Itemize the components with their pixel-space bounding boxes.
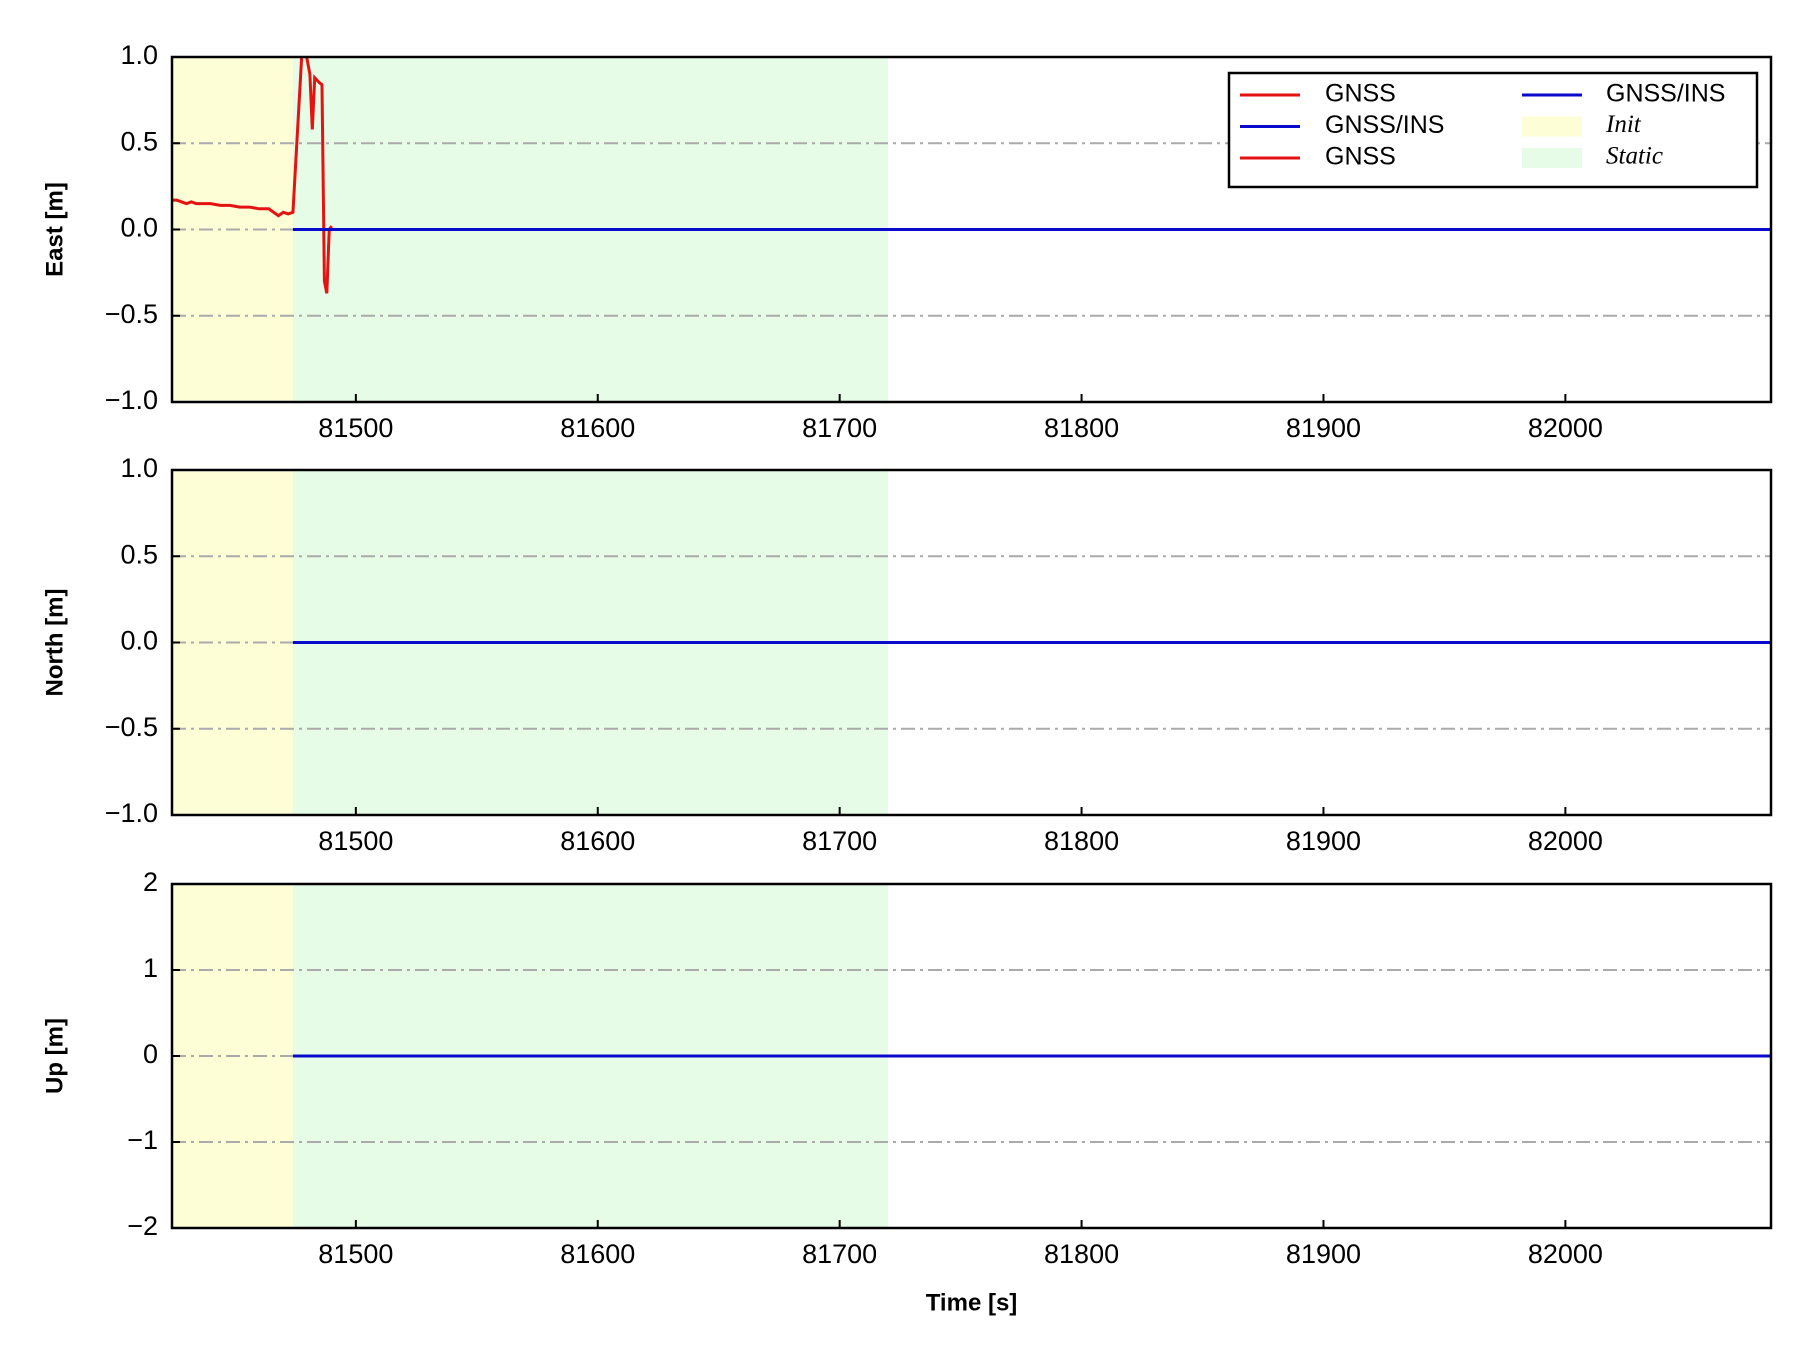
x-tick-label: 81800 [1044, 826, 1119, 856]
subplot: −1.0 −0.5 0.0 0.5 1.0 81500 81600 81700 81800 819… [41, 453, 1773, 856]
plot-frame [170, 882, 1773, 1230]
y-tick-label: −0.5 [105, 712, 158, 742]
x-tick-label: 81500 [318, 1239, 393, 1269]
y-tick-label: 0.5 [120, 539, 158, 569]
x-tick-label: 81900 [1286, 826, 1361, 856]
y-tick-label: −1.0 [105, 798, 158, 828]
y-tick-label: 2 [143, 867, 158, 897]
legend-swatch [1522, 148, 1582, 168]
x-tick-label: 81500 [318, 413, 393, 443]
x-tick-label: 81700 [802, 1239, 877, 1269]
y-axis-label: East [m] [41, 182, 68, 277]
plot-frame [170, 468, 1773, 817]
y-tick-label: 1.0 [120, 453, 158, 483]
y-axis-label: Up [m] [41, 1018, 68, 1094]
x-tick-label: 81800 [1044, 1239, 1119, 1269]
y-tick-label: −2 [127, 1211, 158, 1241]
series-line [172, 57, 333, 294]
x-tick-label: 81800 [1044, 413, 1119, 443]
y-tick-label: 0.0 [120, 626, 158, 656]
legend-label: GNSS/INS [1325, 111, 1444, 139]
x-tick-label: 81700 [802, 826, 877, 856]
subplot: −1.0 −0.5 0.0 0.5 1.0 81500 81600 81700 81800 819… [41, 40, 1773, 443]
x-tick-label: 81600 [560, 413, 635, 443]
y-tick-label: −1 [127, 1125, 158, 1155]
legend: GNSS GNSS/INS GNSS GNSS/INS Init Static [1227, 71, 1759, 189]
x-tick-label: 81600 [560, 826, 635, 856]
y-tick-label: 0.0 [120, 213, 158, 243]
legend-label: Init [1605, 111, 1642, 138]
subplot: −2 −1 0 1 2 81500 81600 81700 81800 81900 82000 Up … [41, 867, 1773, 1316]
y-tick-label: −0.5 [105, 299, 158, 329]
legend-swatch [1522, 116, 1582, 137]
legend-frame [1227, 71, 1759, 189]
legend-label: GNSS/INS [1606, 80, 1725, 108]
y-tick-label: 1 [143, 953, 158, 983]
y-axis-label: North [m] [41, 589, 68, 697]
plot-frame [170, 55, 1773, 404]
x-tick-label: 81900 [1286, 413, 1361, 443]
x-tick-label: 81700 [802, 413, 877, 443]
x-tick-label: 81600 [560, 1239, 635, 1269]
legend-label: Static [1606, 143, 1663, 170]
x-tick-label: 82000 [1528, 1239, 1603, 1269]
x-tick-label: 81500 [318, 826, 393, 856]
x-tick-label: 82000 [1528, 826, 1603, 856]
x-tick-label: 81900 [1286, 1239, 1361, 1269]
y-tick-label: 1.0 [120, 40, 158, 70]
y-tick-label: −1.0 [105, 385, 158, 415]
legend-label: GNSS [1325, 143, 1396, 171]
x-tick-label: 82000 [1528, 413, 1603, 443]
y-tick-label: 0 [143, 1039, 158, 1069]
y-tick-label: 0.5 [120, 126, 158, 156]
x-axis-label: Time [s] [926, 1289, 1018, 1316]
legend-label: GNSS [1325, 80, 1396, 108]
